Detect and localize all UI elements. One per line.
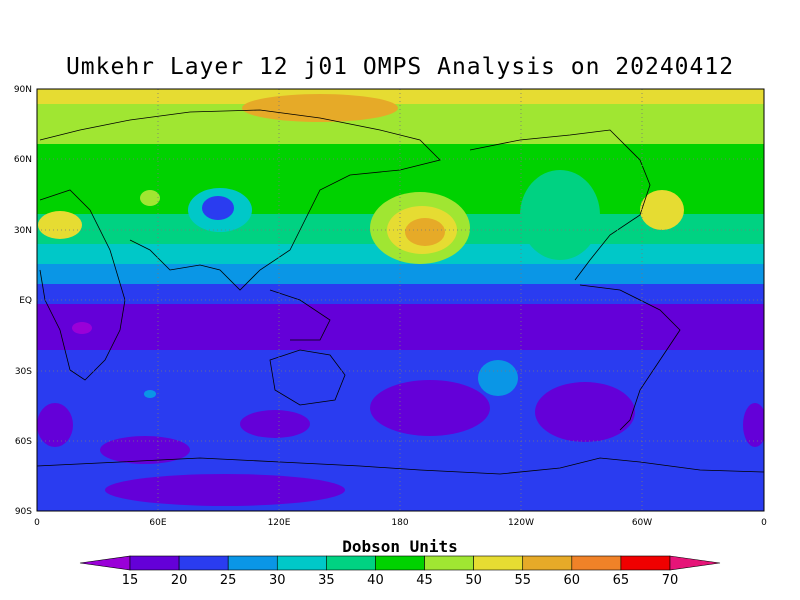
colorbar-label: 25 (220, 573, 237, 588)
lon-tick-label: 180 (391, 518, 408, 528)
colorbar: 15 20 25 30 35 40 45 50 55 60 65 70 (79, 555, 721, 588)
lon-tick-label: 60E (149, 518, 166, 528)
high-pacific-inner (405, 218, 445, 246)
lon-tick-label: 120W (508, 518, 534, 528)
low-antarctic (105, 474, 345, 506)
high-south-pacific (478, 360, 518, 396)
map-title: Umkehr Layer 12 j01 OMPS Analysis on 202… (65, 54, 735, 80)
colorbar-title: Dobson Units (342, 537, 458, 556)
high-arctic-blob (242, 94, 398, 122)
low-south-pacific (370, 380, 490, 436)
colorbar-segment (522, 555, 573, 571)
band-tropic (37, 284, 764, 304)
colorbar-label: 15 (122, 573, 139, 588)
band-equator (37, 304, 764, 350)
lon-tick-label: 60W (632, 518, 652, 528)
low-asia-inner (202, 196, 234, 220)
high-atlantic (640, 190, 684, 230)
high-indian-ocean (144, 390, 156, 398)
lon-tick-label: 0 (34, 518, 40, 528)
colorbar-segment (227, 555, 278, 571)
lat-tick-label: 30N (14, 226, 32, 236)
lat-tick-label: EQ (19, 296, 32, 306)
colorbar-label: 70 (662, 573, 679, 588)
high-central-asia (140, 190, 160, 206)
colorbar-label: 45 (416, 573, 433, 588)
band-polar-north (37, 89, 764, 104)
colorbar-segment (424, 555, 474, 571)
colorbar-segment (571, 555, 622, 571)
lat-tick-label: 60N (14, 155, 32, 165)
colorbar-label: 40 (367, 573, 384, 588)
colorbar-label: 35 (318, 573, 335, 588)
colorbar-label: 50 (465, 573, 482, 588)
map-frame (36, 88, 765, 512)
low-southern-ocean-edge-east (743, 403, 764, 447)
band-high-north (37, 104, 764, 144)
lat-tick-label: 60S (15, 437, 32, 447)
colorbar-label: 30 (269, 573, 286, 588)
colorbar-segment (326, 555, 376, 571)
low-north-america (520, 170, 600, 260)
lat-axis: 90N 60N 30N EQ 30S 60S 90S (14, 85, 32, 517)
colorbar-label: 60 (564, 573, 581, 588)
low-southern-ocean-west (100, 436, 190, 464)
colorbar-arrow-low (79, 555, 131, 571)
coastlines (37, 109, 764, 475)
low-australia-south (240, 410, 310, 438)
colorbar-segment (276, 555, 327, 571)
colorbar-segment (129, 555, 180, 571)
colorbar-label: 20 (171, 573, 188, 588)
lon-axis: 0 60E 120E 180 120W 60W 0 (34, 518, 767, 528)
low-southern-ocean-edge (37, 403, 73, 447)
band-tropic-north (37, 264, 764, 284)
low-south-atlantic (535, 382, 635, 442)
high-europe (38, 211, 82, 239)
colorbar-arrow-high (669, 555, 721, 571)
colorbar-segment (473, 555, 524, 571)
colorbar-segment (178, 555, 229, 571)
colorbar-label: 55 (514, 573, 531, 588)
colorbar-segment (375, 555, 425, 571)
lon-tick-label: 0 (761, 518, 767, 528)
lat-tick-label: 90S (15, 507, 32, 517)
colorbar-segment (620, 555, 671, 571)
colorbar-label: 65 (613, 573, 630, 588)
lon-tick-label: 120E (268, 518, 291, 528)
lat-tick-label: 90N (14, 85, 32, 95)
low-africa (72, 322, 92, 334)
lat-tick-label: 30S (15, 367, 32, 377)
